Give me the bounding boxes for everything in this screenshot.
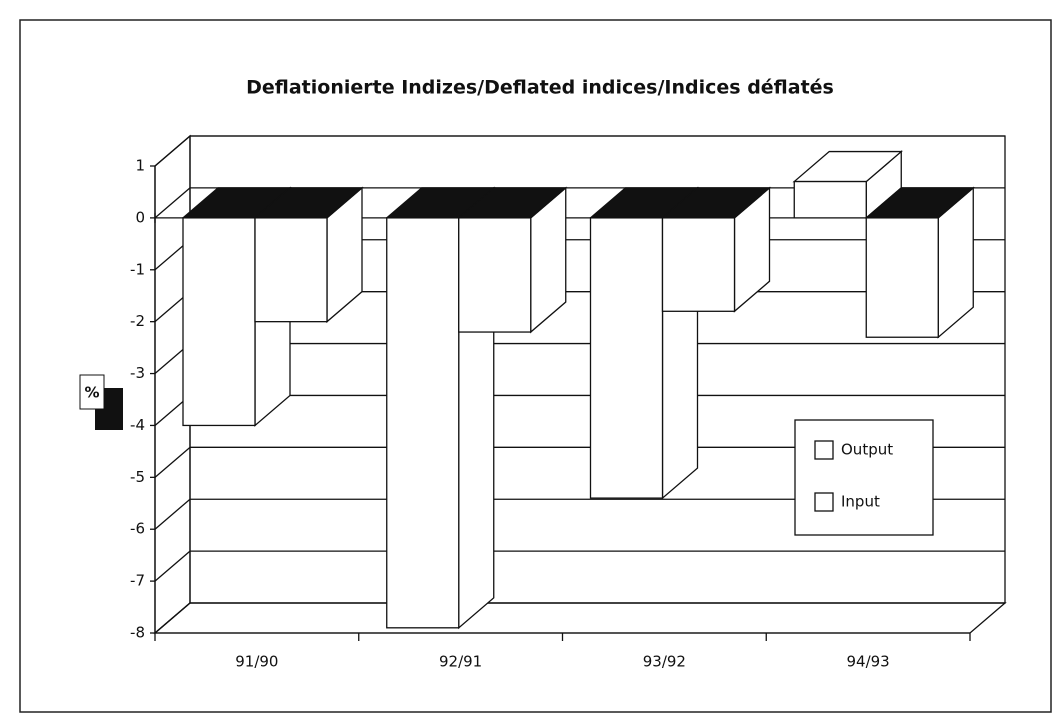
grid-line [154, 550, 191, 582]
frame [19, 19, 1052, 713]
grid-line [154, 498, 191, 530]
grid-line [154, 187, 191, 219]
bar [254, 217, 328, 323]
legend-swatch [814, 492, 834, 512]
y-tick-label: 1 [135, 157, 145, 175]
grid-line [154, 446, 191, 478]
bar [182, 217, 256, 427]
y-tick-label: -3 [130, 364, 145, 382]
bar [661, 217, 736, 312]
y-tick-label: -2 [130, 312, 145, 330]
y-tick-label: -6 [130, 520, 145, 538]
y-tick-label: -1 [130, 260, 145, 278]
legend-box [794, 419, 934, 536]
legend-label: Output [841, 441, 893, 459]
bar [793, 180, 867, 219]
y-tick-label: -5 [130, 468, 145, 486]
legend-swatch [814, 440, 834, 460]
legend-label: Input [841, 493, 880, 511]
bar [458, 217, 532, 333]
x-tick-label: 92/91 [439, 653, 482, 671]
grid-line [154, 602, 191, 634]
y-tick-label: -8 [130, 624, 145, 642]
y-tick-label: 0 [135, 208, 145, 226]
bar [386, 217, 460, 629]
x-tick-label: 94/93 [847, 653, 890, 671]
chart-title: Deflationierte Indizes/Deflated indices/… [246, 77, 834, 99]
y-label-box [79, 374, 105, 410]
x-tick-label: 93/92 [643, 653, 686, 671]
y-axis-label: % [84, 384, 99, 402]
x-tick-label: 91/90 [235, 653, 278, 671]
y-tick-label: -7 [130, 572, 145, 590]
bar [589, 217, 664, 499]
bar [865, 217, 939, 338]
y-tick-label: -4 [130, 416, 145, 434]
grid-line [154, 135, 191, 167]
